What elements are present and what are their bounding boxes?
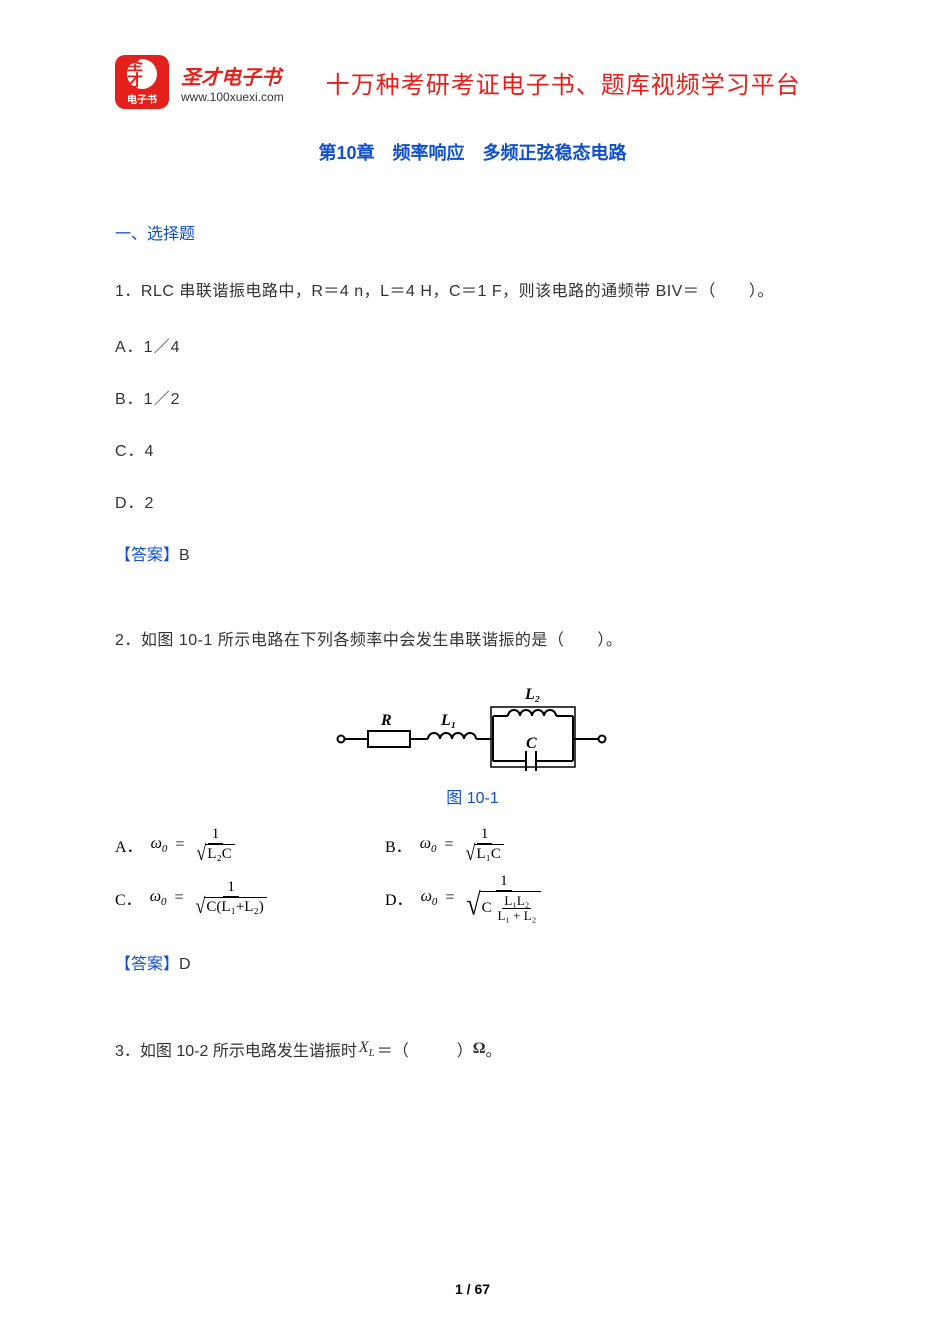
q1-option-b: B．1／2 (115, 385, 830, 409)
q2-option-c: C． ω0 = 1 √C(L₁ + L₂) (115, 873, 385, 922)
brand-url: www.100xuexi.com (181, 90, 284, 104)
eq-d: = (445, 889, 454, 907)
logo-bottom-text: 电子书 (127, 91, 157, 106)
omega-c-sub: 0 (161, 896, 167, 908)
q2-option-b: B． ω0 = 1 √L₁C (385, 826, 655, 863)
q2-option-a: A． ω0 = 1 √L₂C (115, 826, 385, 863)
q3-ohm: Ω (473, 1040, 486, 1058)
den-a-c: C (222, 846, 232, 863)
q3-stem: 3．如图 10-2 所示电路发生谐振时 XL ＝（ ） Ω 。 (115, 1037, 830, 1061)
brand-logo: 圣才 电子书 (115, 55, 169, 109)
brand-block: 圣才电子书 www.100xuexi.com (181, 61, 284, 104)
den-c-l1: L₁ (221, 899, 235, 916)
circuit-svg: R L₁ L₂ C (333, 681, 613, 776)
q2-a-label: A． (115, 833, 143, 857)
den-d-l1b: L₁ (497, 908, 509, 923)
omega-d-sub: 0 (432, 896, 438, 908)
circuit-label-r: R (380, 712, 392, 729)
q2-circuit: R L₁ L₂ C (115, 681, 830, 776)
omega-a: ω (151, 835, 162, 852)
den-b-c: C (491, 846, 501, 863)
circuit-label-l1: L₁ (440, 712, 456, 729)
num-a: 1 (208, 826, 224, 844)
circuit-label-c: C (526, 735, 537, 752)
q1-answer-label: 【答案】 (115, 547, 179, 564)
den-c-plus: + (236, 899, 244, 916)
den-d-l2a: L₂ (517, 893, 529, 908)
q2-options-grid: A． ω0 = 1 √L₂C B． ω0 = 1 √L₁C C． ω0 = 1 (115, 826, 830, 922)
den-d-c: C (482, 900, 492, 917)
page-header: 圣才 电子书 圣才电子书 www.100xuexi.com 十万种考研考证电子书… (115, 55, 830, 109)
q2-d-label: D． (385, 886, 413, 910)
q1-stem: 1．RLC 串联谐振电路中，R＝4 n，L＝4 H，C＝1 F，则该电路的通频带… (115, 279, 830, 305)
q1-option-c: C．4 (115, 437, 830, 461)
header-slogan: 十万种考研考证电子书、题库视频学习平台 (326, 65, 801, 100)
q1-answer: 【答案】B (115, 541, 830, 565)
q2-answer-label: 【答案】 (115, 956, 179, 973)
den-c-c: C (206, 899, 216, 916)
q3-xl: X (359, 1039, 369, 1056)
den-b-l1: L₁ (476, 846, 490, 863)
q2-b-label: B． (385, 833, 412, 857)
page-sep: / (463, 1281, 475, 1297)
q1-option-d: D．2 (115, 489, 830, 513)
page-footer: 1 / 67 (0, 1281, 945, 1297)
chapter-title: 第10章 频率响应 多频正弦稳态电路 (115, 139, 830, 165)
q2-figure-caption: 图 10-1 (115, 784, 830, 808)
den-a-l2: L₂ (207, 846, 221, 863)
brand-title: 圣才电子书 (181, 61, 284, 90)
omega-b: ω (420, 835, 431, 852)
omega-d: ω (421, 888, 432, 905)
page-total: 67 (474, 1281, 490, 1297)
den-d-l1a: L₁ (504, 893, 516, 908)
q3-before: 3．如图 10-2 所示电路发生谐振时 (115, 1037, 357, 1061)
den-d-l2b: L₂ (524, 908, 536, 923)
logo-top-text: 圣才 (127, 59, 157, 89)
q1-answer-value: B (179, 547, 190, 564)
num-b: 1 (477, 826, 493, 844)
eq-c: = (174, 889, 183, 907)
circuit-label-l2: L₂ (524, 686, 540, 703)
q1-option-a: A．1／4 (115, 333, 830, 357)
q2-c-label: C． (115, 886, 142, 910)
q3-period: 。 (486, 1037, 502, 1061)
den-c-l2: L₂ (244, 899, 258, 916)
omega-a-sub: 0 (162, 843, 168, 855)
eq-a: = (175, 836, 184, 854)
q2-answer: 【答案】D (115, 950, 830, 974)
q3-after: ＝（ ） (377, 1037, 473, 1061)
q2-option-d: D． ω0 = 1 √ C L₁L₂ L₁ + L₂ (385, 873, 655, 922)
num-c: 1 (223, 879, 239, 897)
omega-c: ω (150, 888, 161, 905)
q2-answer-value: D (179, 956, 191, 973)
section-label: 一、选择题 (115, 220, 830, 244)
den-d-plus: + (510, 908, 524, 923)
eq-b: = (444, 836, 453, 854)
page-current: 1 (455, 1281, 463, 1297)
q3-xl-sub: L (369, 1047, 375, 1059)
q2-stem: 2．如图 10-1 所示电路在下列各频率中会发生串联谐振的是（ ）。 (115, 628, 830, 654)
num-d: 1 (496, 873, 512, 891)
omega-b-sub: 0 (431, 843, 437, 855)
